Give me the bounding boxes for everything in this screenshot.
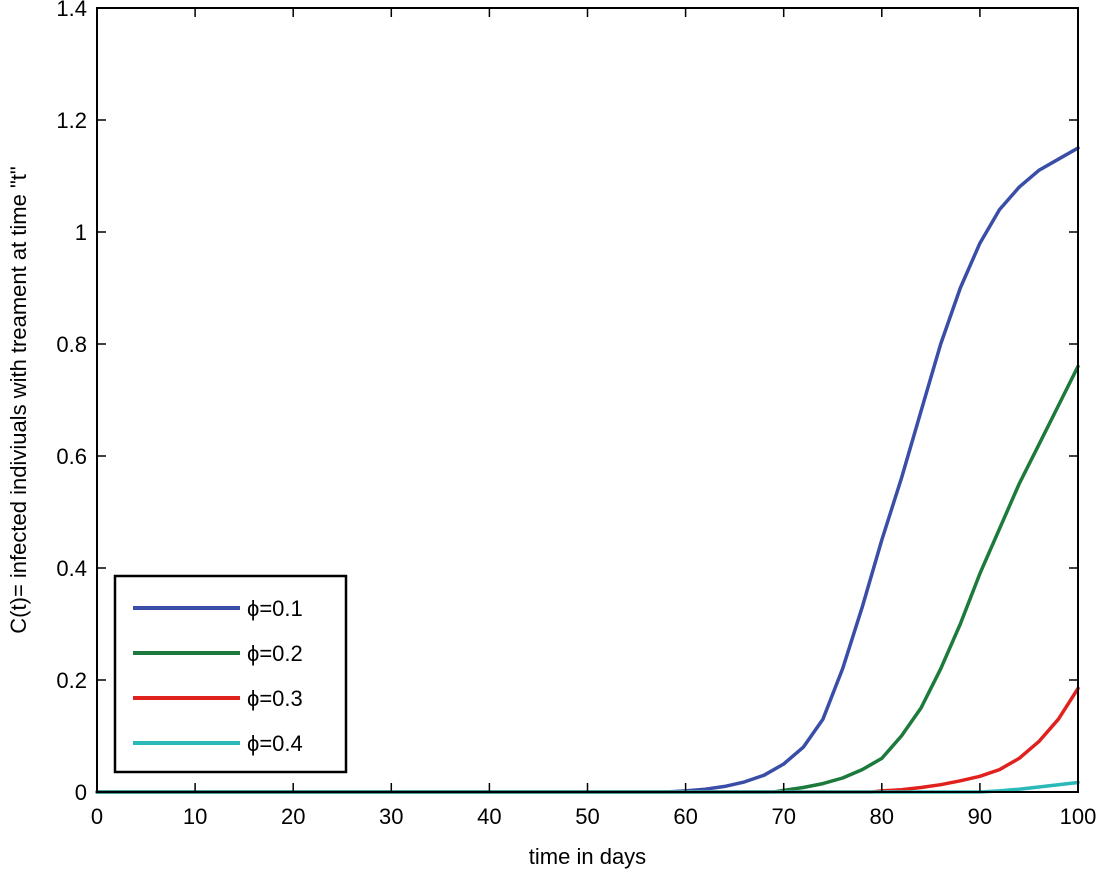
y-tick-label: 0.2 [56, 668, 87, 693]
legend-label-4: ϕ=0.4 [247, 731, 303, 756]
legend-label-1: ϕ=0.1 [247, 596, 303, 621]
x-tick-label: 90 [968, 804, 992, 829]
legend-label-3: ϕ=0.3 [247, 686, 303, 711]
x-tick-label: 30 [379, 804, 403, 829]
x-tick-label: 0 [91, 804, 103, 829]
y-axis-label: C(t)= infected indiviuals with treament … [6, 166, 31, 633]
x-tick-label: 20 [281, 804, 305, 829]
x-tick-label: 70 [771, 804, 795, 829]
legend-label-2: ϕ=0.2 [247, 641, 303, 666]
y-tick-label: 0.6 [56, 444, 87, 469]
x-tick-label: 80 [870, 804, 894, 829]
y-tick-label: 0.4 [56, 556, 87, 581]
x-tick-label: 100 [1060, 804, 1097, 829]
y-tick-label: 1 [75, 220, 87, 245]
y-axis: 0 0.2 0.4 0.6 0.8 1 1.2 1.4 [56, 0, 1078, 805]
y-tick-label: 0 [75, 780, 87, 805]
x-tick-label: 50 [575, 804, 599, 829]
series-line-2 [95, 364, 1080, 794]
legend: ϕ=0.1 ϕ=0.2 ϕ=0.3 ϕ=0.4 [113, 574, 348, 774]
x-tick-label: 10 [183, 804, 207, 829]
x-axis-label: time in days [529, 844, 646, 869]
x-tick-label: 60 [673, 804, 697, 829]
x-axis: 0 10 20 30 40 50 60 70 80 90 100 [91, 8, 1096, 829]
series-line-1 [95, 146, 1080, 794]
y-tick-label: 1.4 [56, 0, 87, 21]
x-tick-label: 40 [477, 804, 501, 829]
y-tick-label: 0.8 [56, 332, 87, 357]
y-tick-label: 1.2 [56, 108, 87, 133]
